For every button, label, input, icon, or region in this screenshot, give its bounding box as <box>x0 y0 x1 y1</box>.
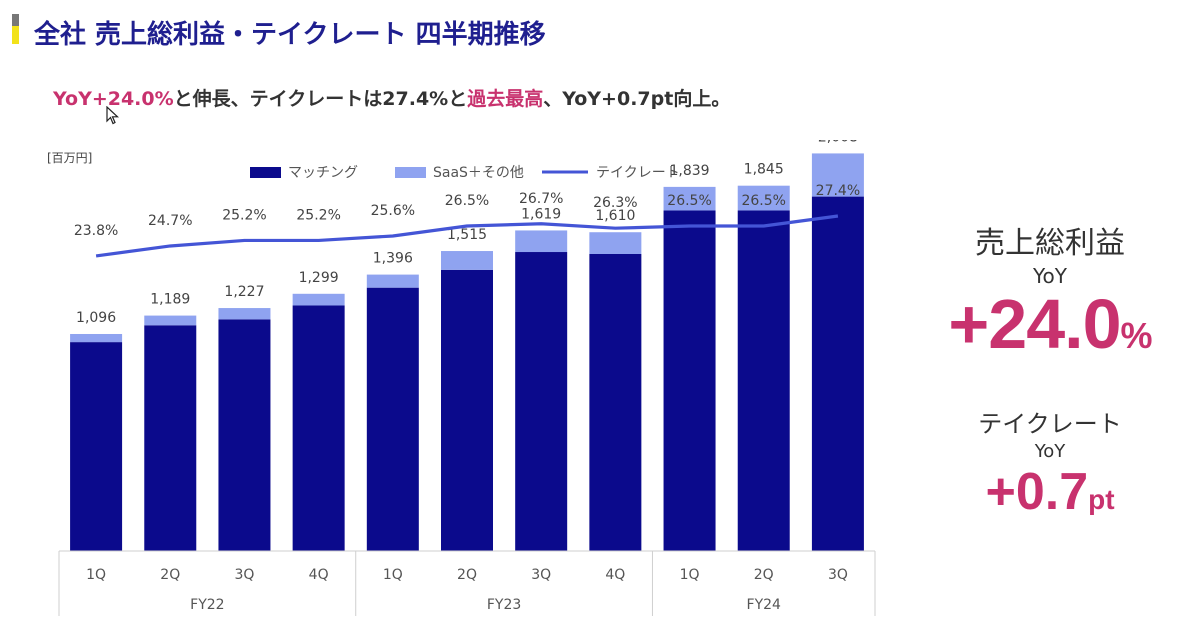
takerate-label: 26.7% <box>519 191 563 207</box>
total-label: 1,515 <box>447 227 487 243</box>
total-label: 1,189 <box>150 292 190 308</box>
x-group-label: FY22 <box>190 597 224 613</box>
takerate-label: 26.5% <box>445 193 489 209</box>
gross-profit-kpi-label: 売上総利益 <box>975 226 1125 261</box>
bar-matching <box>218 319 271 551</box>
bar-matching <box>144 325 197 551</box>
bar-matching <box>366 287 419 551</box>
takerate-label: 26.5% <box>741 193 785 209</box>
bar-saas <box>663 186 716 211</box>
bar-matching <box>811 196 864 551</box>
bar-saas <box>441 251 493 270</box>
subtitle-record: 過去最高 <box>467 88 544 110</box>
x-tick-label: 1Q <box>86 567 106 583</box>
legend-label-2: テイクレート <box>596 165 680 181</box>
bar-matching <box>737 210 790 551</box>
bar-saas <box>366 274 419 288</box>
take-rate-kpi-value: +0.7pt <box>920 462 1180 522</box>
y-unit-label: [百万円] <box>47 151 92 165</box>
bar-saas <box>292 293 345 306</box>
legend-label-1: SaaS＋その他 <box>433 165 524 181</box>
bar-saas <box>515 230 568 253</box>
x-tick-label: 4Q <box>309 567 329 583</box>
gross-profit-kpi: 売上総利益 YoY +24.0% <box>920 218 1180 364</box>
take-rate-kpi: テイクレート YoY +0.7pt <box>920 404 1180 522</box>
page-title: 全社 売上総利益・テイクレート 四半期推移 <box>34 20 546 50</box>
subtitle-yoy: YoY+24.0% <box>53 88 174 110</box>
total-label: 1,299 <box>299 270 339 286</box>
total-label: 1,619 <box>521 206 561 222</box>
legend-label-0: マッチング <box>288 165 358 181</box>
takerate-label: 25.2% <box>222 207 266 223</box>
x-tick-label: 3Q <box>828 567 848 583</box>
bar-saas <box>70 333 123 343</box>
total-label: 1,610 <box>595 208 635 224</box>
x-tick-label: 3Q <box>531 567 551 583</box>
x-tick-label: 1Q <box>680 567 700 583</box>
gross-profit-chart: [百万円] マッチング SaaS＋その他 テイクレート 1,096 1,189 1,227 1… <box>47 140 876 616</box>
gross-profit-kpi-unit: % <box>1120 315 1153 356</box>
subtitle-text-2: 、YoY+0.7pt向上。 <box>543 88 731 110</box>
total-label: 1,227 <box>224 284 264 300</box>
bar-saas <box>144 315 197 326</box>
x-tick-label: 1Q <box>383 567 403 583</box>
bar-matching <box>441 269 493 551</box>
bar-saas <box>218 308 271 320</box>
x-group-label: FY24 <box>747 597 782 613</box>
total-label: 1,845 <box>744 162 784 178</box>
takerate-label: 25.6% <box>371 203 415 219</box>
total-label: 1,839 <box>669 163 709 179</box>
take-rate-kpi-label: テイクレート <box>978 410 1122 438</box>
legend-swatch-matching <box>250 167 281 178</box>
total-label: 1,096 <box>76 310 116 326</box>
takerate-label: 27.4% <box>816 183 860 199</box>
takerate-label: 24.7% <box>148 213 192 229</box>
x-tick-label: 2Q <box>160 567 180 583</box>
bar-matching <box>292 305 345 551</box>
bar-matching <box>589 254 642 551</box>
total-label: 2,008 <box>818 140 858 145</box>
mouse-cursor-icon <box>106 106 120 125</box>
takerate-label: 25.2% <box>296 207 340 223</box>
takerate-label: 26.3% <box>593 195 637 211</box>
bar-saas <box>589 232 642 254</box>
takerate-line <box>95 214 839 258</box>
takerate-label: 26.5% <box>667 193 711 209</box>
bar-matching <box>515 252 568 551</box>
subtitle: YoY+24.0%と伸長、テイクレートは27.4%と過去最高、YoY+0.7pt… <box>53 84 730 111</box>
subtitle-text-1: と伸長、テイクレートは27.4%と <box>173 88 468 110</box>
bar-matching <box>663 210 716 551</box>
total-label: 1,396 <box>373 251 413 267</box>
gross-profit-kpi-value: +24.0% <box>920 284 1180 364</box>
gross-profit-kpi-number: +24.0 <box>948 285 1121 363</box>
take-rate-kpi-unit: pt <box>1088 484 1115 515</box>
x-group-label: FY23 <box>487 597 521 613</box>
bar-matching <box>70 342 123 551</box>
title-accent-bar <box>12 14 19 44</box>
legend-swatch-saas <box>395 167 426 178</box>
take-rate-kpi-sub: YoY <box>1034 441 1066 462</box>
x-tick-label: 4Q <box>605 567 625 583</box>
gross-profit-kpi-sub: YoY <box>1032 264 1067 288</box>
takerate-label: 23.8% <box>74 223 118 239</box>
x-tick-label: 3Q <box>234 567 254 583</box>
bar-saas <box>811 153 864 197</box>
x-tick-label: 2Q <box>754 567 774 583</box>
take-rate-kpi-number: +0.7 <box>985 463 1089 521</box>
bar-saas <box>737 185 790 211</box>
x-tick-label: 2Q <box>457 567 477 583</box>
